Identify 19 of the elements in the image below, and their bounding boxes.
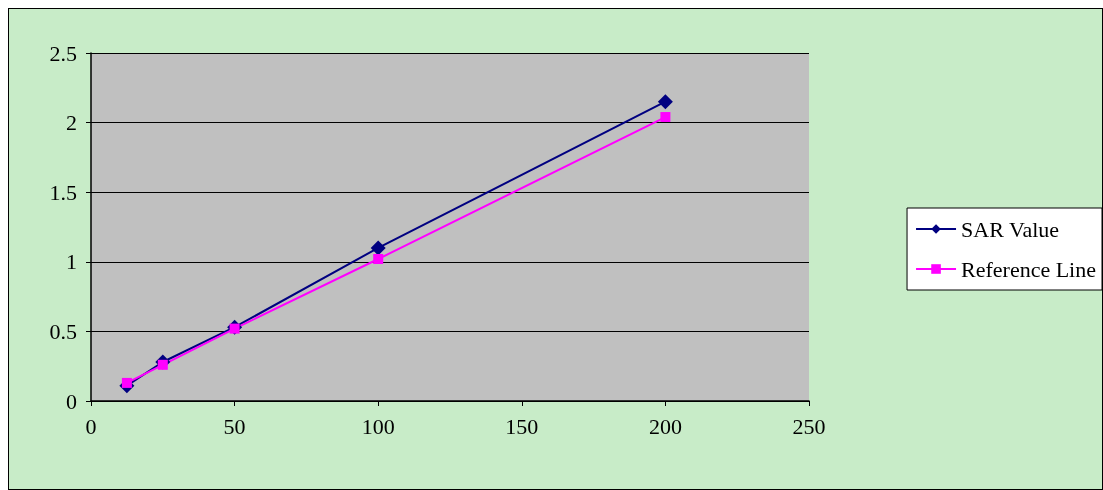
x-tick-label: 200 <box>648 413 682 439</box>
point <box>657 94 673 110</box>
y-tick-label: 0.5 <box>49 318 77 344</box>
x-tick-label: 150 <box>505 413 539 439</box>
point <box>370 240 386 256</box>
x-tick-label: 100 <box>361 413 395 439</box>
x-tick-label: 0 <box>85 413 97 439</box>
point <box>121 377 132 388</box>
y-tick-label: 2.5 <box>49 40 77 66</box>
point <box>373 254 384 265</box>
y-tick-label: 0 <box>66 388 77 414</box>
legend-label: Reference Line <box>961 256 1096 282</box>
y-tick-label: 1 <box>66 249 77 275</box>
point <box>660 112 671 123</box>
x-tick-label: 50 <box>223 413 246 439</box>
legend-label: SAR Value <box>961 216 1060 242</box>
y-tick-label: 1.5 <box>49 179 77 205</box>
x-tick-label: 250 <box>792 413 826 439</box>
y-tick-label: 2 <box>66 110 77 136</box>
